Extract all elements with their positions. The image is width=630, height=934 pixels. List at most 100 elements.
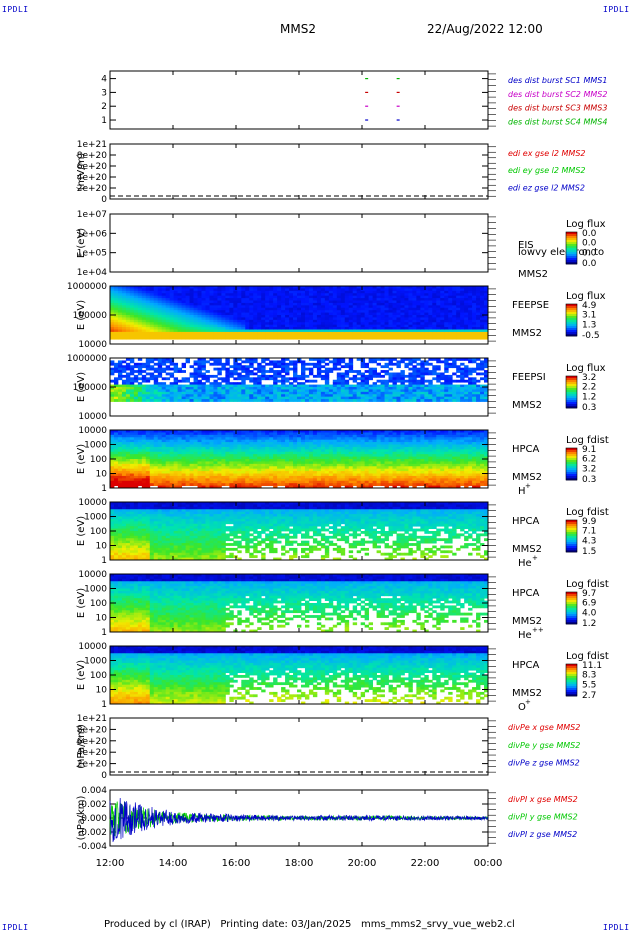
heatmap-cell	[281, 331, 286, 335]
heatmap-cell	[304, 459, 310, 462]
heatmap-cell	[249, 315, 254, 318]
heatmap-cell	[344, 396, 350, 400]
heatmap-cell	[396, 324, 401, 328]
heatmap-cell	[320, 389, 326, 393]
heatmap-cell	[316, 307, 322, 311]
heatmap-cell	[484, 365, 489, 369]
heatmap-cell	[428, 295, 433, 299]
heatmap-cell	[165, 322, 171, 326]
heatmap-cell	[420, 312, 425, 316]
heatmap-cell	[249, 449, 254, 453]
heatmap-cell	[185, 315, 190, 318]
heatmap-cell	[293, 295, 298, 299]
heatmap-cell	[265, 334, 270, 338]
heatmap-cell	[364, 290, 370, 294]
heatmap-cell	[149, 374, 155, 378]
heatmap-cell	[432, 377, 437, 381]
heatmap-cell	[336, 324, 342, 328]
heatmap-cell	[273, 305, 278, 309]
heatmap-cell	[312, 430, 318, 433]
heatmap-cell	[408, 387, 413, 390]
heatmap-cell	[396, 327, 401, 330]
heatmap-cell	[213, 391, 218, 395]
heatmap-cell	[133, 437, 139, 441]
heatmap-cell	[320, 286, 326, 289]
heatmap-cell	[149, 298, 155, 301]
heatmap-cell	[201, 367, 206, 371]
heatmap-cell	[129, 329, 135, 333]
heatmap-cell	[137, 362, 143, 366]
heatmap-cell	[117, 442, 123, 445]
heatmap-cell	[480, 302, 485, 306]
heatmap-cell	[153, 466, 159, 470]
heatmap-cell	[304, 290, 310, 294]
heatmap-cell	[308, 293, 314, 297]
heatmap-cell	[348, 358, 354, 361]
heatmap-cell	[153, 370, 159, 373]
heatmap-cell	[249, 463, 254, 467]
heatmap-cell	[237, 454, 242, 457]
heatmap-cell	[125, 475, 131, 479]
heatmap-cell	[344, 387, 350, 390]
heatmap-cell	[388, 288, 393, 292]
heatmap-cell	[452, 286, 457, 289]
heatmap-cell	[273, 362, 278, 366]
y-tick-label: 0	[101, 195, 107, 205]
heatmap-cell	[257, 370, 262, 373]
heatmap-cell	[356, 290, 362, 294]
heatmap-cell	[173, 365, 179, 369]
heatmap-cell	[221, 293, 226, 297]
heatmap-cell	[444, 377, 449, 381]
heatmap-cell	[289, 322, 294, 326]
heatmap-cell	[129, 446, 135, 450]
heatmap-cell	[137, 384, 143, 388]
heatmap-cell	[372, 324, 377, 328]
heatmap-cell	[293, 473, 298, 477]
heatmap-cell	[129, 322, 135, 326]
heatmap-cell	[356, 307, 362, 311]
heatmap-cell	[400, 389, 405, 393]
heatmap-cell	[412, 336, 417, 340]
heatmap-cell	[416, 329, 421, 333]
heatmap-cell	[169, 317, 175, 321]
heatmap-cell	[281, 430, 286, 433]
heatmap-cell	[185, 293, 190, 297]
heatmap-cell	[149, 446, 155, 450]
heatmap-cell	[340, 334, 346, 338]
heatmap-cell	[117, 367, 123, 371]
heatmap-cell	[472, 288, 477, 292]
heatmap-cell	[137, 446, 143, 450]
heatmap-cell	[245, 372, 250, 376]
heatmap-cell	[289, 300, 294, 304]
heatmap-cell	[285, 439, 290, 443]
heatmap-cell	[412, 331, 417, 335]
heatmap-cell	[324, 293, 330, 297]
heatmap-cell	[448, 365, 453, 369]
heatmap-cell	[293, 319, 298, 323]
heatmap-cell	[344, 288, 350, 292]
heatmap-cell	[456, 302, 461, 306]
heatmap-cell	[464, 302, 469, 306]
heatmap-cell	[384, 362, 389, 366]
heatmap-cell	[269, 387, 274, 390]
heatmap-cell	[153, 471, 159, 474]
heatmap-cell	[444, 367, 449, 371]
heatmap-cell	[452, 312, 457, 316]
heatmap-cell	[324, 480, 330, 484]
heatmap-cell	[265, 396, 270, 400]
heatmap-cell	[165, 483, 171, 486]
heatmap-cell	[110, 315, 115, 318]
heatmap-cell	[428, 317, 433, 321]
heatmap-cell	[217, 384, 222, 388]
heatmap-cell	[213, 288, 218, 292]
heatmap-cell	[360, 389, 366, 393]
heatmap-cell	[332, 471, 338, 474]
heatmap-cell	[324, 329, 330, 333]
heatmap-cell	[145, 454, 151, 457]
heatmap-cell	[221, 310, 226, 313]
heatmap-cell	[285, 454, 290, 457]
heatmap-cell	[213, 430, 218, 433]
heatmap-cell	[332, 382, 338, 385]
heatmap-cell	[336, 315, 342, 318]
heatmap-cell	[157, 442, 163, 445]
